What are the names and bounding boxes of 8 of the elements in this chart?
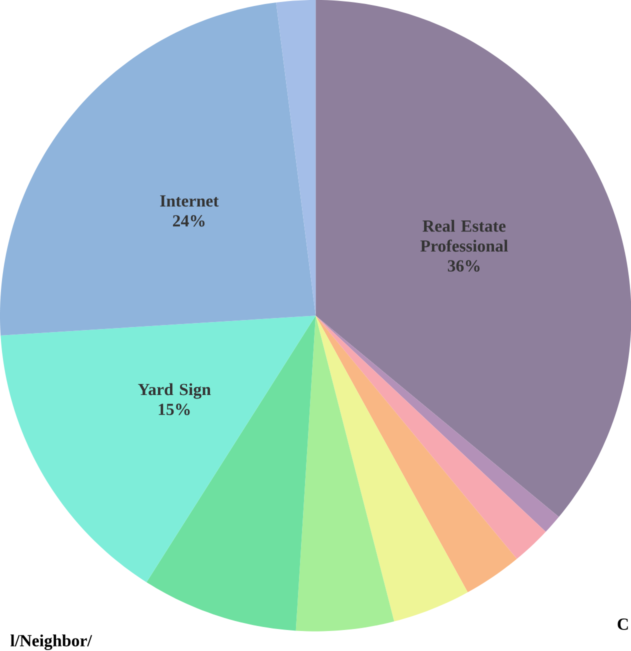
slice-label: Internet	[160, 195, 219, 207]
slice-label: Real Estate Professional	[420, 220, 508, 252]
data-label: 15%	[158, 404, 190, 416]
text: C	[618, 618, 628, 630]
data-label: 24%	[172, 215, 204, 227]
slice-label: Yard Sign	[138, 383, 211, 399]
text: l/Neighbor/	[10, 634, 92, 650]
data-label: 36%	[448, 260, 480, 272]
